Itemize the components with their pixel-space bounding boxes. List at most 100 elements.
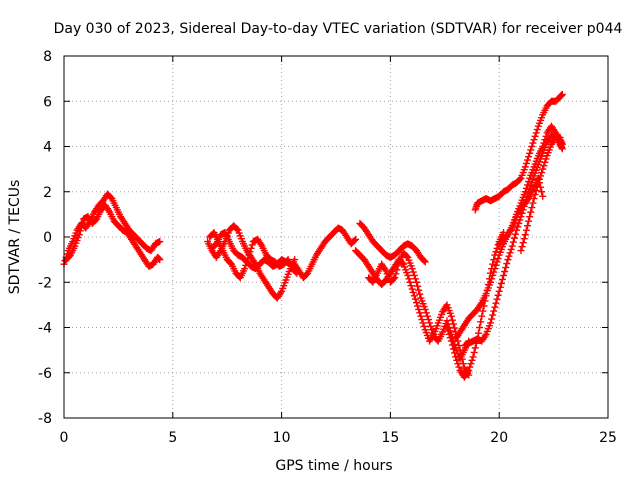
data-point-plus [445,330,453,338]
data-point-plus [529,139,537,147]
y-axis-title: SDTVAR / TECUs [7,180,23,295]
data-point-plus [537,183,545,191]
x-tick-label: 5 [168,430,177,446]
data-point-plus [393,266,401,274]
data-point-plus [390,275,398,283]
x-axis-title: GPS time / hours [275,458,392,474]
data-point-plus [539,165,547,173]
data-point-plus [496,283,504,291]
data-point-plus [493,258,501,266]
data-point-plus [451,349,459,357]
data-point-plus [502,264,510,272]
data-point-plus [509,238,517,246]
satellite-track-8 [352,247,473,379]
data-point-plus [233,225,241,233]
data-point-plus [423,312,431,320]
data-point-plus [411,295,419,303]
data-point-plus [403,252,411,260]
data-point-plus [523,222,531,230]
data-point-plus [492,261,500,269]
data-point-plus [521,231,529,239]
data-point-plus [535,179,543,187]
y-tick-label: -4 [38,321,52,337]
data-point-plus [415,305,423,313]
data-point-plus [156,238,164,246]
data-point-plus [522,184,530,192]
data-point-plus [493,244,501,252]
x-tick-label: 15 [381,430,399,446]
data-point-plus [428,326,436,334]
data-point-plus [77,223,85,231]
data-point-plus [489,311,497,319]
data-point-plus [556,133,564,141]
data-point-plus [443,324,451,331]
data-point-plus [539,192,547,200]
data-point-plus [465,366,473,374]
data-point-plus [415,286,423,294]
data-point-plus [527,208,535,216]
data-point-plus [489,260,497,268]
data-point-plus [469,353,477,361]
data-point-plus [417,312,425,320]
data-point-plus [516,175,524,183]
data-point-plus [518,243,526,251]
data-point-plus [491,265,499,273]
data-point-plus [540,162,548,170]
data-point-plus [475,329,483,337]
data-point-plus [515,219,523,227]
data-point-plus [468,356,476,364]
data-point-plus [505,252,513,260]
data-point-plus [156,256,164,264]
data-point-plus [466,363,474,371]
data-point-plus [426,319,434,327]
data-point-plus [491,303,499,311]
data-point-plus [404,271,412,279]
data-point-plus [241,265,249,273]
data-point-plus [558,145,566,153]
data-point-plus [486,319,494,327]
data-point-plus [478,312,486,320]
data-point-plus [528,143,536,150]
data-point-plus [429,329,437,337]
data-point-plus [525,178,533,186]
data-point-plus [427,322,435,330]
data-point-plus [420,257,428,265]
data-point-plus [416,309,424,317]
data-point-plus [391,274,399,282]
data-point-plus [507,245,515,253]
data-point-plus [414,302,422,310]
data-point-plus [520,235,528,243]
data-point-plus [531,132,539,140]
satellite-track-7 [356,219,429,266]
data-point-plus [558,90,566,98]
y-tick-label: 0 [43,230,52,246]
data-point-plus [477,318,485,326]
y-tick-label: 4 [43,140,52,156]
data-point-plus [470,348,478,356]
data-point-plus [486,278,494,286]
data-point-plus [394,262,402,270]
data-point-plus [542,155,550,163]
data-point-plus [492,299,500,307]
data-point-plus [413,299,421,307]
data-point-plus [444,327,452,335]
data-point-plus [529,175,537,183]
data-point-plus [528,204,536,212]
data-point-plus [76,227,84,235]
data-point-plus [497,279,505,287]
data-point-plus [408,265,416,273]
data-point-plus [522,159,530,167]
data-point-plus [541,158,549,166]
data-point-plus [405,275,413,283]
data-series [60,90,566,381]
satellite-track-5 [208,228,299,273]
data-point-plus [75,231,83,239]
data-point-plus [526,213,534,221]
data-point-plus [479,307,487,315]
data-point-plus [413,278,421,286]
data-point-plus [510,234,518,242]
data-point-plus [447,337,455,345]
data-point-plus [454,360,462,368]
data-point-plus [416,290,424,298]
data-point-plus [503,260,511,268]
